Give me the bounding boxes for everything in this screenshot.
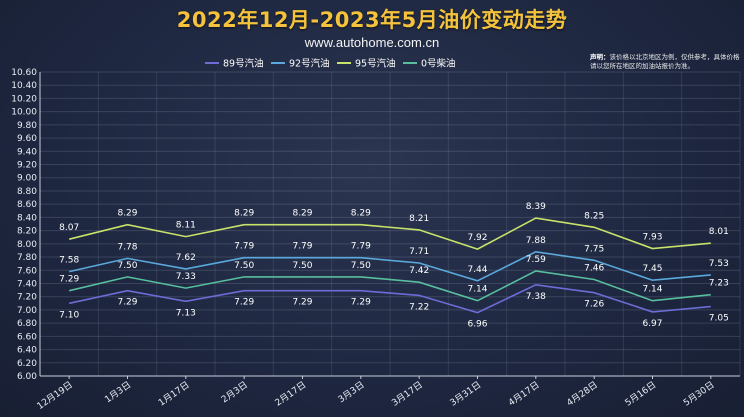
y-tick-label: 8.60 [17,200,37,210]
data-label-s92: 7.79 [234,242,254,252]
data-label-s92: 7.58 [59,256,79,266]
series-line-s95 [69,217,711,250]
data-label-s0: 7.14 [467,285,487,295]
y-tick-label: 9.60 [17,134,37,144]
data-label-s92: 7.45 [642,264,662,274]
series-line-s89 [69,283,711,314]
data-label-s95: 8.39 [526,202,546,212]
data-label-s92: 7.88 [526,236,546,246]
y-tick-label: 7.60 [17,266,37,276]
series-line-s92 [69,250,711,282]
data-label-s95: 8.29 [117,209,137,219]
data-label-s0: 7.50 [117,261,137,271]
data-label-s95: 8.29 [292,209,312,219]
legend-entry-s0: 0号柴油 [421,58,456,70]
data-label-s95: 8.21 [409,214,429,224]
data-label-s92: 7.71 [409,247,429,257]
data-label-s0: 7.42 [409,266,429,276]
y-tick-label: 9.20 [17,161,37,171]
website-url: www.autohome.com.cn [304,35,440,50]
data-label-s0: 7.50 [292,261,312,271]
data-label-s89: 7.29 [117,298,137,308]
x-tick-label: 1月3日 [103,379,133,405]
disclaimer-label: 声明： [590,53,610,61]
data-label-s89: 7.13 [176,308,196,318]
y-tick-label: 7.00 [17,306,37,316]
y-tick-label: 6.00 [17,372,37,382]
chart-title: 2022年12月-2023年5月油价变动走势 [176,8,568,32]
data-label-s0: 7.59 [526,255,546,265]
data-label-s89: 7.05 [709,314,729,324]
y-tick-label: 6.60 [17,332,37,342]
data-label-s89: 7.22 [409,302,429,312]
y-tick-label: 10.20 [11,94,37,104]
y-tick-label: 10.00 [11,108,37,118]
y-tick-label: 8.40 [17,213,37,223]
y-tick-label: 6.40 [17,346,37,356]
disclaimer: 声明：该价格以北京地区为例，仅供参考，具体价格请以您所在地区的加油站报价为准。 [590,53,740,71]
x-tick-label: 4月17日 [506,379,541,408]
x-tick-label: 3月31日 [448,379,483,408]
legend-entry-s92: 92号汽油 [289,58,330,70]
data-label-s89: 7.29 [351,298,371,308]
data-label-s92: 7.78 [117,242,137,252]
data-label-s0: 7.33 [176,272,196,282]
data-label-s89: 7.29 [292,298,312,308]
data-label-s95: 8.01 [709,227,729,237]
x-tick-label: 2月17日 [273,379,308,408]
x-tick-label: 1月17日 [156,379,191,408]
data-label-s95: 8.07 [59,223,79,233]
x-tick-label: 4月28日 [565,379,600,408]
data-label-s95: 8.29 [351,209,371,219]
y-tick-label: 7.40 [17,279,37,289]
x-tick-label: 5月30日 [681,379,716,408]
x-tick-label: 3月3日 [336,379,366,405]
y-tick-label: 8.80 [17,187,37,197]
data-label-s92: 7.75 [584,244,604,254]
y-tick-label: 8.20 [17,227,37,237]
data-label-s0: 7.23 [709,279,729,289]
y-tick-label: 9.40 [17,147,37,157]
data-label-s0: 7.14 [642,285,662,295]
data-label-s89: 7.29 [234,298,254,308]
y-tick-label: 9.00 [17,174,37,184]
data-label-s95: 8.11 [176,221,196,231]
data-label-s0: 7.50 [234,261,254,271]
y-tick-label: 9.80 [17,121,37,131]
data-label-s92: 7.79 [351,242,371,252]
legend-entry-s95: 95号汽油 [355,58,396,70]
x-tick-label: 5月16日 [623,379,658,408]
data-label-s89: 6.97 [642,319,662,329]
data-label-s92: 7.53 [709,259,729,269]
legend-entry-s89: 89号汽油 [223,58,264,70]
data-label-s0: 7.50 [351,261,371,271]
data-label-s92: 7.44 [467,265,487,275]
data-label-s92: 7.79 [292,242,312,252]
x-tick-label: 12月19日 [35,379,75,411]
data-label-s95: 8.29 [234,209,254,219]
y-tick-label: 10.40 [11,81,37,91]
y-tick-label: 6.20 [17,359,37,369]
x-tick-label: 2月3日 [219,379,249,405]
data-label-s0: 7.46 [584,264,604,274]
data-label-s95: 7.92 [467,233,487,243]
series-line-s0 [69,270,711,302]
y-tick-label: 8.00 [17,240,37,250]
y-tick-label: 10.60 [11,68,37,78]
data-label-s92: 7.62 [176,253,196,263]
y-tick-label: 6.80 [17,319,37,329]
x-tick-label: 3月17日 [390,379,425,408]
data-label-s0: 7.29 [59,275,79,285]
data-label-s89: 6.96 [467,320,487,330]
data-label-s89: 7.38 [526,292,546,302]
data-label-s95: 8.25 [584,211,604,221]
data-label-s95: 7.93 [642,232,662,242]
data-label-s89: 7.10 [59,310,79,320]
y-tick-label: 7.80 [17,253,37,263]
y-tick-label: 7.20 [17,293,37,303]
disclaimer-text: 该价格以北京地区为例，仅供参考，具体价格请以您所在地区的加油站报价为准。 [590,53,740,70]
data-label-s89: 7.26 [584,300,604,310]
